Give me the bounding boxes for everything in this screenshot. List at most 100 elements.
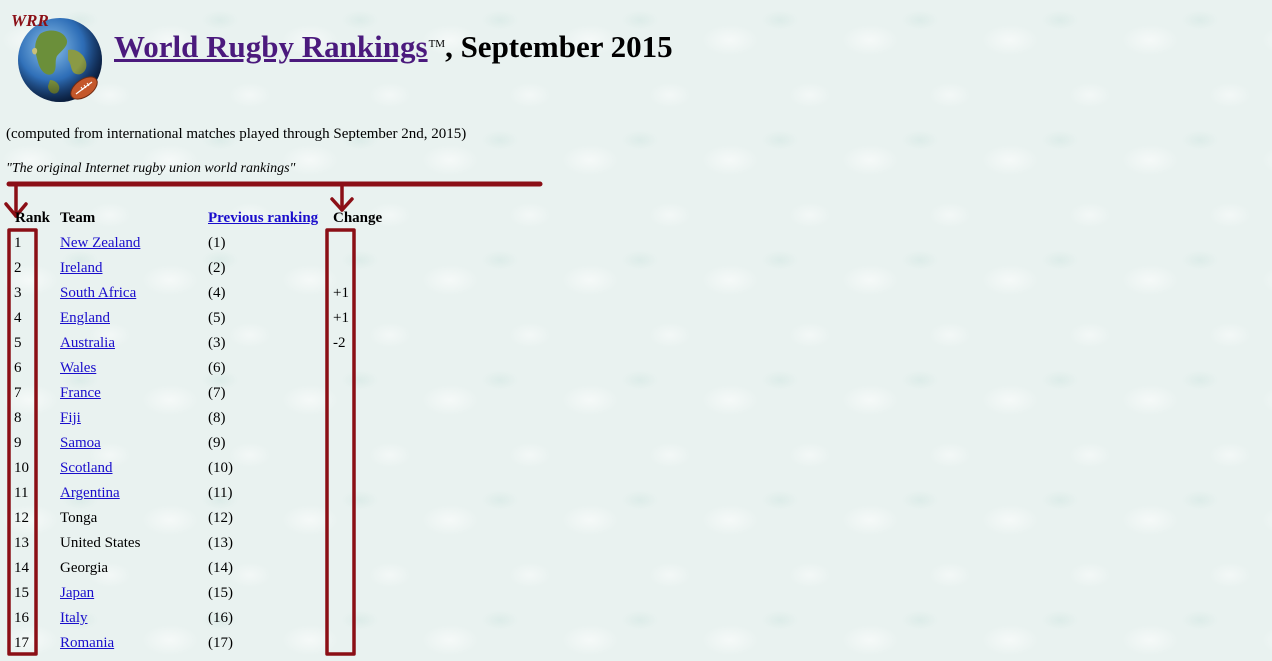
previous-ranking-cell: (8): [208, 410, 226, 426]
rank-cell: 2: [14, 260, 22, 276]
table-row: 13 United States (13): [0, 531, 400, 556]
table-body: 1 New Zealand (1) 2 Ireland (2) 3 South Africa (…: [0, 231, 400, 656]
team-cell: Japan: [60, 581, 94, 606]
table-row: 16 Italy (16): [0, 606, 400, 631]
wrr-logo: WRR: [10, 10, 105, 102]
team-cell: Wales: [60, 356, 96, 381]
previous-ranking-cell: (11): [208, 485, 233, 501]
team-link[interactable]: Australia: [60, 335, 115, 351]
change-cell: +1: [333, 285, 349, 301]
rank-cell: 5: [14, 335, 22, 351]
globe-icon: WRR: [11, 11, 102, 102]
team-cell: Argentina: [60, 481, 120, 506]
rank-cell: 11: [14, 485, 29, 501]
previous-ranking-cell: (5): [208, 310, 226, 326]
rank-cell: 4: [14, 310, 22, 326]
team-link[interactable]: South Africa: [60, 285, 137, 301]
rugby-ball-icon: [70, 76, 98, 100]
computed-note: (computed from international matches pla…: [6, 126, 467, 142]
team-cell: Romania: [60, 631, 114, 656]
team-column-header: Team: [60, 210, 96, 226]
rank-cell: 9: [14, 435, 22, 451]
table-row: 2 Ireland (2): [0, 256, 400, 281]
team-link[interactable]: Ireland: [60, 260, 103, 276]
rank-cell: 10: [14, 460, 29, 476]
previous-ranking-cell: (15): [208, 585, 233, 601]
change-column-header: Change: [333, 210, 383, 226]
table-row: 7 France (7): [0, 381, 400, 406]
rank-cell: 6: [14, 360, 22, 376]
team-cell: France: [60, 381, 101, 406]
previous-ranking-cell: (14): [208, 560, 233, 576]
team-link[interactable]: Fiji: [60, 410, 81, 426]
previous-ranking-column-header: Previous ranking: [208, 206, 318, 231]
previous-ranking-cell: (12): [208, 510, 233, 526]
rank-cell: 17: [14, 635, 29, 651]
team-link[interactable]: France: [60, 385, 101, 401]
previous-ranking-cell: (13): [208, 535, 233, 551]
rankings-table: Rank Team Previous ranking Change 1 New Z…: [0, 206, 400, 656]
table-row: 6 Wales (6): [0, 356, 400, 381]
previous-ranking-cell: (17): [208, 635, 233, 651]
team-name: Tonga: [60, 510, 98, 526]
change-cell: -2: [333, 335, 346, 351]
team-cell: Australia: [60, 331, 115, 356]
team-link[interactable]: Argentina: [60, 485, 120, 501]
previous-ranking-link[interactable]: Previous ranking: [208, 210, 319, 226]
rank-cell: 12: [14, 510, 29, 526]
team-link[interactable]: Wales: [60, 360, 97, 376]
rank-cell: 1: [14, 235, 22, 251]
page-title: World Rugby RankingsTM, September 2015: [114, 22, 673, 69]
team-cell: Samoa: [60, 431, 101, 456]
table-row: 9 Samoa (9): [0, 431, 400, 456]
team-name: Georgia: [60, 560, 109, 576]
team-link[interactable]: Scotland: [60, 460, 113, 476]
title-date: , September 2015: [445, 29, 673, 64]
rank-column-header: Rank: [15, 210, 51, 226]
rank-cell: 13: [14, 535, 29, 551]
team-cell: England: [60, 306, 110, 331]
team-name: United States: [60, 535, 141, 551]
previous-ranking-cell: (7): [208, 385, 226, 401]
rank-cell: 8: [14, 410, 22, 426]
world-rugby-rankings-link[interactable]: World Rugby Rankings: [114, 29, 428, 64]
team-cell: Scotland: [60, 456, 113, 481]
team-link[interactable]: Japan: [60, 585, 95, 601]
table-row: 5 Australia (3) -2: [0, 331, 400, 356]
table-row: 4 England (5) +1: [0, 306, 400, 331]
tagline: "The original Internet rugby union world…: [6, 161, 296, 176]
rank-cell: 14: [14, 560, 29, 576]
table-row: 11 Argentina (11): [0, 481, 400, 506]
team-cell: New Zealand: [60, 231, 140, 256]
team-link[interactable]: England: [60, 310, 110, 326]
rank-cell: 16: [14, 610, 29, 626]
team-link[interactable]: Italy: [60, 610, 88, 626]
previous-ranking-cell: (16): [208, 610, 233, 626]
change-cell: +1: [333, 310, 349, 326]
rank-cell: 7: [14, 385, 22, 401]
team-cell: Italy: [60, 606, 88, 631]
previous-ranking-cell: (9): [208, 435, 226, 451]
previous-ranking-cell: (1): [208, 235, 226, 251]
team-link[interactable]: Samoa: [60, 435, 101, 451]
table-row: 3 South Africa (4) +1: [0, 281, 400, 306]
team-link[interactable]: New Zealand: [60, 235, 141, 251]
previous-ranking-cell: (3): [208, 335, 226, 351]
previous-ranking-cell: (10): [208, 460, 233, 476]
team-link[interactable]: Romania: [60, 635, 115, 651]
previous-ranking-cell: (2): [208, 260, 226, 276]
table-row: 10 Scotland (10): [0, 456, 400, 481]
table-row: 15 Japan (15): [0, 581, 400, 606]
trademark-mark: TM: [428, 38, 446, 50]
previous-ranking-cell: (4): [208, 285, 226, 301]
team-cell: Ireland: [60, 256, 102, 281]
rank-cell: 15: [14, 585, 29, 601]
table-row: 8 Fiji (8): [0, 406, 400, 431]
table-header: Rank Team Previous ranking Change: [0, 206, 400, 231]
table-row: 1 New Zealand (1): [0, 231, 400, 256]
table-row: 12 Tonga (12): [0, 506, 400, 531]
table-row: 14 Georgia (14): [0, 556, 400, 581]
svg-text:WRR: WRR: [11, 11, 49, 30]
team-cell: Fiji: [60, 406, 81, 431]
team-cell: South Africa: [60, 281, 136, 306]
